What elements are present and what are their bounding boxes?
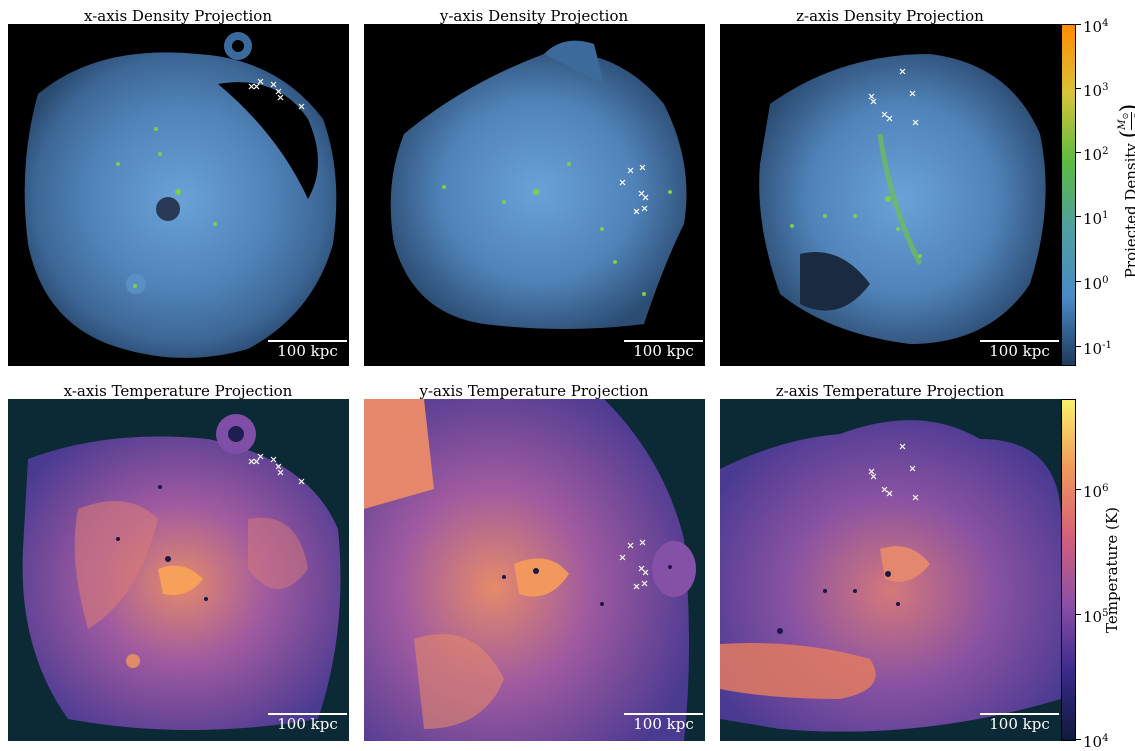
scale-bar-label: 100 kpc bbox=[277, 342, 338, 360]
panel-title-x-temperature: x-axis Temperature Projection bbox=[63, 382, 293, 400]
scale-bar bbox=[268, 340, 347, 342]
scale-bar bbox=[268, 713, 347, 715]
temperature-colorbar-tick-mark bbox=[1076, 739, 1081, 740]
density-colorbar-tick-label: 103 bbox=[1083, 82, 1109, 100]
scale-bar bbox=[624, 340, 703, 342]
temperature-colorbar-tick-label: 105 bbox=[1083, 608, 1109, 626]
scale-bar-label: 100 kpc bbox=[989, 342, 1050, 360]
panel-title-z-temperature: z-axis Temperature Projection bbox=[775, 382, 1005, 400]
scale-bar-label: 100 kpc bbox=[633, 342, 694, 360]
panel-title-z-density: z-axis Density Projection bbox=[796, 7, 984, 25]
density-colorbar bbox=[1061, 24, 1076, 366]
scale-bar bbox=[980, 713, 1059, 715]
density-colorbar-tick-mark bbox=[1076, 88, 1081, 89]
scale-bar-label: 100 kpc bbox=[989, 715, 1050, 733]
density-colorbar-tick-mark bbox=[1076, 24, 1081, 25]
temperature-colorbar-tick-mark bbox=[1076, 614, 1081, 615]
temperature-colorbar-tick-label: 104 bbox=[1083, 733, 1109, 751]
density-colorbar-tick-label: 100 bbox=[1083, 275, 1109, 293]
density-colorbar-tick-label: 10-1 bbox=[1083, 340, 1112, 358]
y-density-image: 100 kpc bbox=[364, 24, 705, 366]
z-temperature-image: 100 kpc bbox=[720, 399, 1061, 741]
z-density-image: 100 kpc bbox=[720, 24, 1061, 366]
temperature-colorbar-tick-label: 106 bbox=[1083, 483, 1109, 501]
density-colorbar-tick-label: 102 bbox=[1083, 146, 1109, 164]
scale-bar bbox=[624, 713, 703, 715]
x-density-image: 100 kpc bbox=[8, 24, 349, 366]
panel-title-x-density: x-axis Density Projection bbox=[84, 7, 272, 25]
temperature-colorbar-label: Temperature (K) bbox=[1103, 507, 1121, 633]
x-temperature-image: 100 kpc bbox=[8, 399, 349, 741]
density-colorbar-tick-label: 101 bbox=[1083, 210, 1109, 228]
temperature-colorbar bbox=[1061, 399, 1076, 741]
scale-bar bbox=[980, 340, 1059, 342]
scale-bar-label: 100 kpc bbox=[277, 715, 338, 733]
density-colorbar-label: Projected Density (M⊙pc2) bbox=[1117, 104, 1135, 279]
density-colorbar-tick-mark bbox=[1076, 281, 1081, 282]
density-colorbar-tick-mark bbox=[1076, 216, 1081, 217]
density-colorbar-tick-mark bbox=[1076, 346, 1081, 347]
panel-title-y-temperature: y-axis Temperature Projection bbox=[419, 382, 649, 400]
temperature-colorbar-tick-mark bbox=[1076, 489, 1081, 490]
scale-bar-label: 100 kpc bbox=[633, 715, 694, 733]
y-temperature-image: 100 kpc bbox=[364, 399, 705, 741]
density-colorbar-tick-label: 104 bbox=[1083, 18, 1109, 36]
panel-title-y-density: y-axis Density Projection bbox=[439, 7, 629, 25]
density-colorbar-tick-mark bbox=[1076, 152, 1081, 153]
